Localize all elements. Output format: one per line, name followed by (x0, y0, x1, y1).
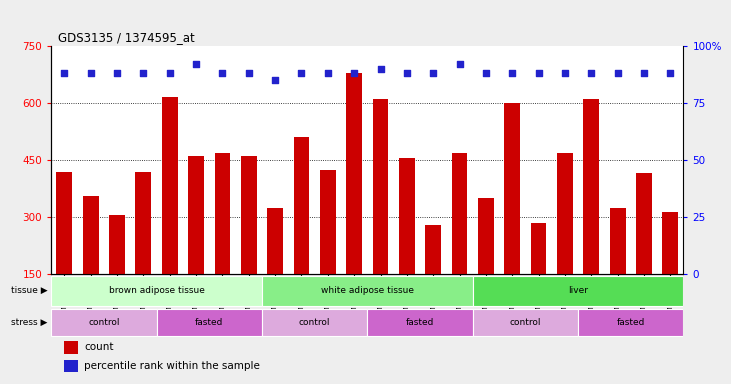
Bar (636, 174, 652, 274)
Text: brown adipose tissue: brown adipose tissue (109, 286, 205, 295)
Bar (156, 309, 262, 336)
Bar (188, 156, 204, 274)
Text: control: control (299, 318, 330, 327)
Bar (83, 196, 99, 274)
Bar (473, 276, 683, 306)
Text: control: control (510, 318, 541, 327)
Bar (473, 309, 578, 336)
Point (164, 70, 175, 76)
Bar (135, 172, 151, 274)
Bar (109, 215, 125, 274)
Bar (64, 341, 77, 354)
Text: percentile rank within the sample: percentile rank within the sample (84, 361, 260, 371)
Point (111, 70, 123, 76)
Bar (478, 198, 494, 274)
Point (401, 70, 413, 76)
Bar (262, 276, 473, 306)
Bar (51, 309, 156, 336)
Text: fasted: fasted (617, 318, 645, 327)
Bar (504, 103, 520, 274)
Bar (399, 158, 414, 274)
Point (295, 70, 307, 76)
Bar (583, 99, 599, 274)
Point (586, 70, 597, 76)
Text: fasted: fasted (406, 318, 434, 327)
Point (375, 66, 387, 72)
Text: white adipose tissue: white adipose tissue (321, 286, 414, 295)
Text: GDS3135 / 1374595_at: GDS3135 / 1374595_at (58, 31, 195, 44)
Point (612, 70, 624, 76)
Point (58, 70, 70, 76)
Bar (662, 212, 678, 274)
Bar (262, 309, 368, 336)
Point (216, 70, 228, 76)
Bar (557, 152, 573, 274)
Bar (368, 309, 473, 336)
Text: count: count (84, 343, 113, 353)
Bar (214, 152, 230, 274)
Point (664, 70, 676, 76)
Bar (162, 98, 178, 274)
Point (348, 70, 360, 76)
Bar (610, 208, 626, 274)
Point (480, 70, 492, 76)
Point (638, 70, 650, 76)
Text: stress ▶: stress ▶ (11, 318, 48, 327)
Point (269, 77, 281, 83)
Bar (268, 208, 283, 274)
Point (85, 70, 96, 76)
Point (454, 61, 466, 68)
Bar (51, 276, 262, 306)
Point (428, 70, 439, 76)
Point (190, 61, 202, 68)
Bar (64, 360, 77, 372)
Bar (241, 156, 257, 274)
Text: tissue ▶: tissue ▶ (11, 286, 48, 295)
Bar (578, 309, 683, 336)
Text: fasted: fasted (195, 318, 224, 327)
Bar (346, 73, 362, 274)
Point (559, 70, 571, 76)
Bar (452, 152, 467, 274)
Text: liver: liver (568, 286, 588, 295)
Bar (320, 170, 336, 274)
Point (137, 70, 149, 76)
Point (533, 70, 545, 76)
Point (243, 70, 254, 76)
Bar (294, 137, 309, 274)
Bar (531, 223, 547, 274)
Bar (373, 99, 388, 274)
Point (507, 70, 518, 76)
Bar (56, 172, 72, 274)
Bar (425, 225, 441, 274)
Point (322, 70, 333, 76)
Text: control: control (88, 318, 120, 327)
